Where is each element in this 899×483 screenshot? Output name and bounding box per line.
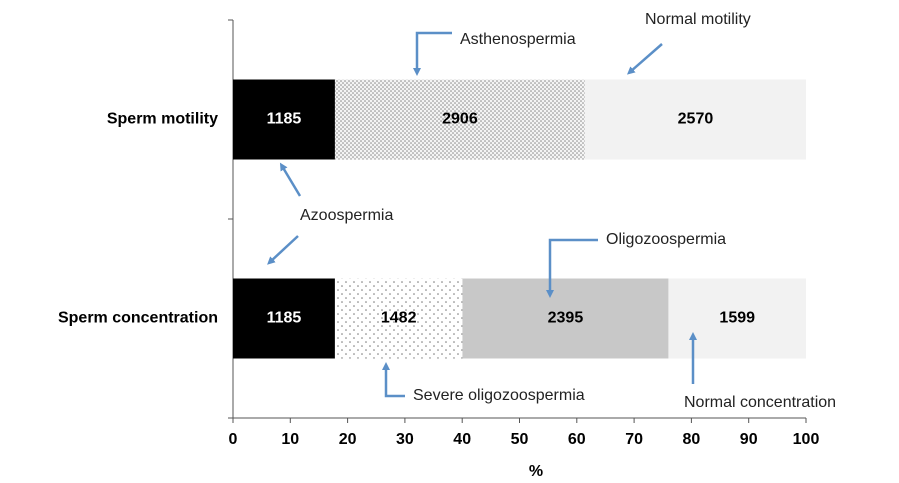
category-label: Sperm concentration	[58, 310, 218, 327]
value-label: 1482	[381, 310, 417, 327]
x-axis-label: %	[529, 463, 543, 480]
bar-segment	[233, 278, 335, 359]
bar-segment	[334, 79, 585, 160]
x-tick-label: 70	[625, 431, 643, 448]
annotation-arrow	[546, 238, 598, 298]
bar-segment	[584, 79, 806, 160]
annotation: Severe oligozoospermia	[413, 387, 585, 404]
annotation: Normal motility	[645, 11, 751, 28]
x-tick-label: 40	[453, 431, 471, 448]
value-label: 1599	[719, 310, 755, 327]
annotation-arrow	[382, 362, 405, 398]
annotation: Oligozoospermia	[606, 231, 726, 248]
bar-segment	[233, 79, 335, 160]
value-label: 2395	[548, 310, 584, 327]
x-tick-label: 80	[683, 431, 701, 448]
x-tick-label: 100	[793, 431, 820, 448]
category-label: Sperm motility	[107, 111, 218, 128]
x-tick-label: 50	[511, 431, 529, 448]
value-label: 1185	[267, 310, 302, 327]
x-tick-label: 20	[339, 431, 357, 448]
bar-segment	[334, 278, 463, 359]
annotation-arrow	[267, 235, 299, 265]
value-label: 1185	[267, 111, 302, 128]
bar-segment	[668, 278, 806, 359]
value-label: 2906	[442, 111, 478, 128]
annotation-arrow	[279, 162, 302, 197]
x-tick-label: 60	[568, 431, 586, 448]
x-tick-label: 0	[229, 431, 238, 448]
annotation: Normal concentration	[684, 394, 836, 411]
annotation-arrow	[626, 43, 663, 75]
annotation-arrow	[413, 31, 452, 76]
annotation: Asthenospermia	[460, 31, 576, 48]
x-tick-label: 10	[281, 431, 299, 448]
x-tick-label: 30	[396, 431, 414, 448]
bar-segment	[462, 278, 669, 359]
value-label: 2570	[678, 111, 714, 128]
x-tick-label: 90	[740, 431, 758, 448]
annotation: Azoospermia	[300, 207, 393, 224]
